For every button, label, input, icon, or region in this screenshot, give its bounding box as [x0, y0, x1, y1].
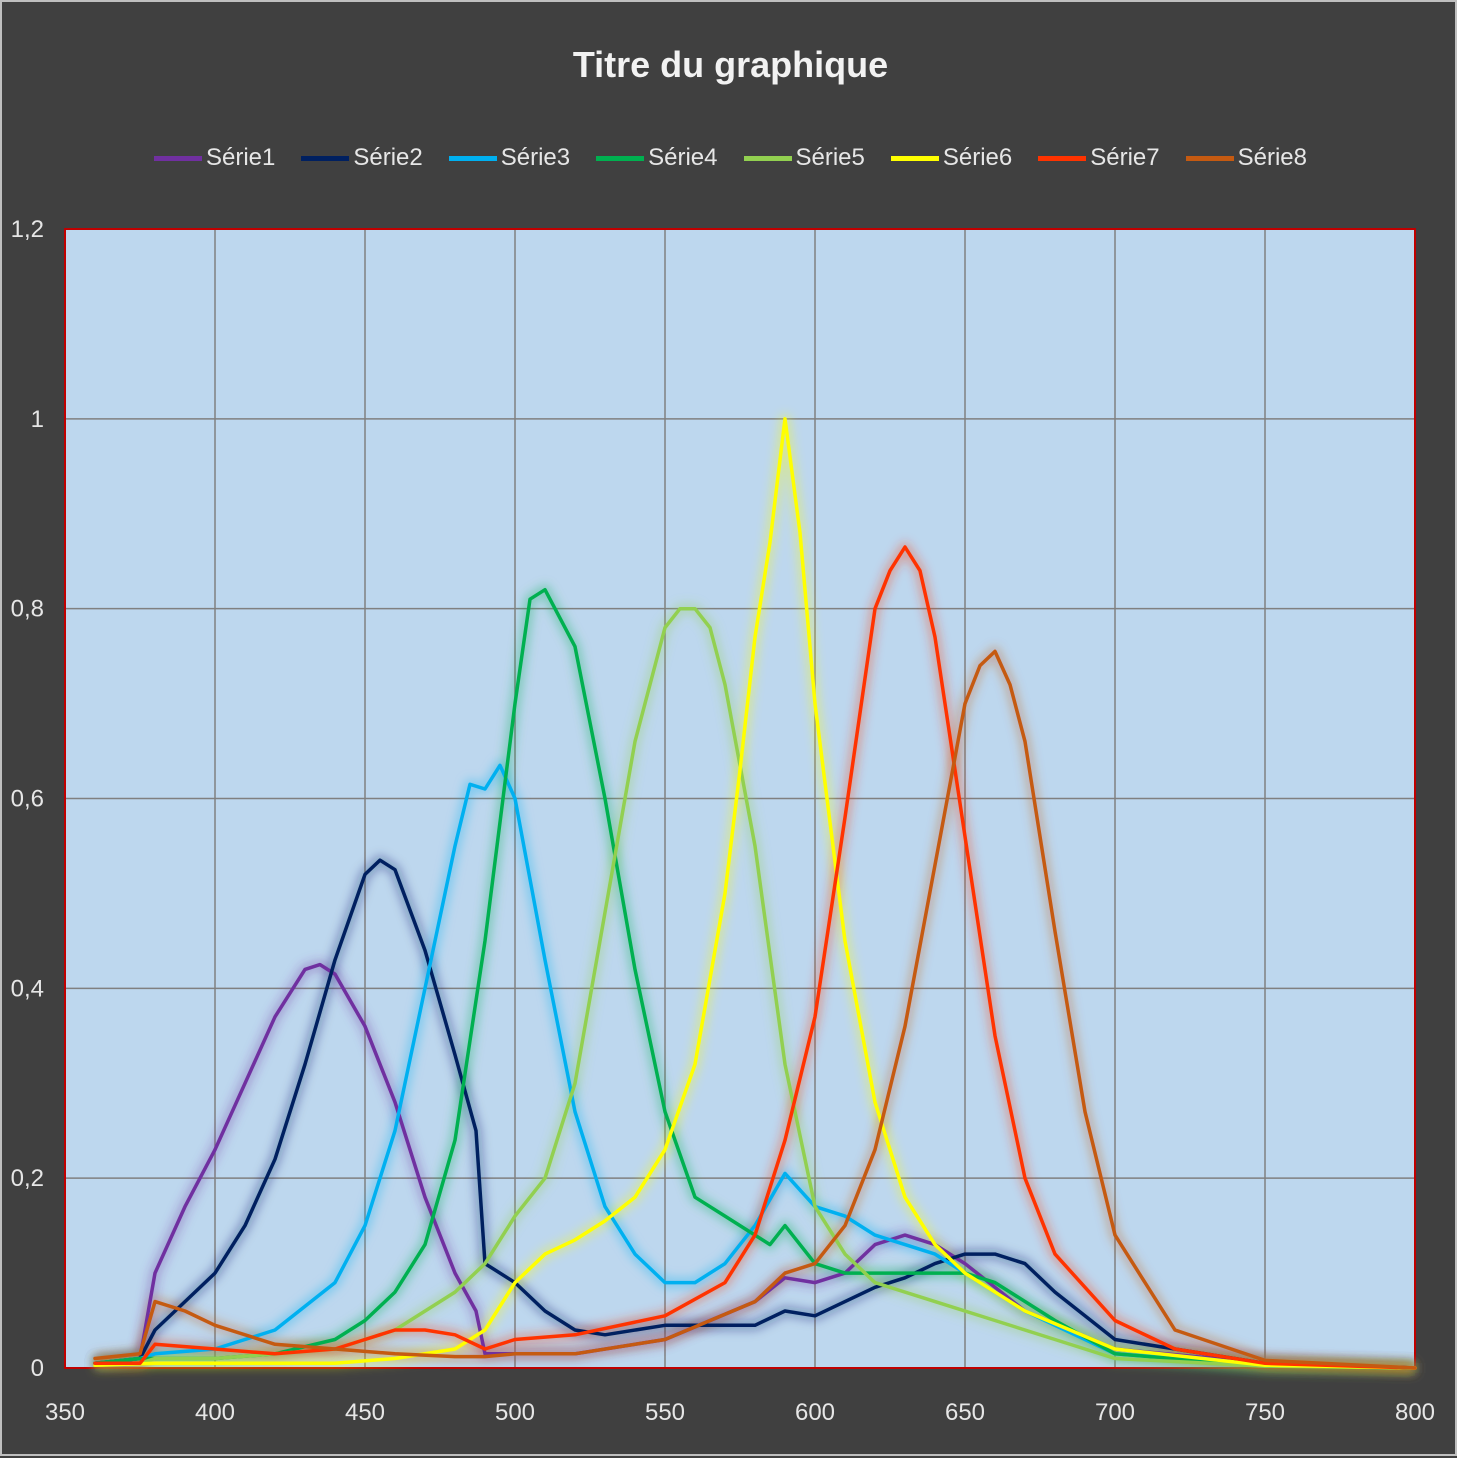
- legend-item: Série1: [154, 144, 275, 172]
- legend-label: Série4: [648, 144, 718, 171]
- legend-item: Série5: [743, 144, 865, 172]
- series-line-7: [93, 545, 1417, 1370]
- legend-item: Série8: [1185, 144, 1307, 172]
- legend-swatch: [1038, 155, 1087, 161]
- legend-item: Série7: [1038, 144, 1160, 172]
- legend-label: Série6: [942, 144, 1013, 171]
- y-tick-label: 0: [31, 1355, 44, 1382]
- y-tick-label: 0,4: [11, 975, 44, 1002]
- legend-swatch: [154, 155, 202, 161]
- x-tick-label: 500: [495, 1399, 535, 1426]
- legend-item: Série6: [890, 144, 1013, 172]
- legend-swatch: [890, 155, 939, 161]
- x-tick-label: 750: [1245, 1399, 1285, 1426]
- legend-swatch: [743, 155, 792, 161]
- series-line-3: [93, 763, 1417, 1370]
- y-tick-label: 0,2: [11, 1165, 44, 1192]
- legend-label: Série5: [795, 144, 865, 171]
- plot-border: [64, 228, 1416, 1369]
- legend-swatch: [596, 155, 645, 161]
- legend-label: Série1: [206, 144, 276, 171]
- legend-label: Série2: [353, 144, 423, 171]
- series-line-8: [93, 649, 1417, 1370]
- legend-swatch: [1185, 155, 1234, 161]
- y-tick-label: 0,6: [11, 786, 44, 813]
- x-tick-label: 700: [1095, 1399, 1135, 1426]
- x-tick-label: 450: [345, 1399, 385, 1426]
- legend: Série1 Série2 Série3 Série4 Série5 Série6 Séri…: [2, 138, 1457, 178]
- series-line-6: [93, 417, 1417, 1370]
- x-tick-label: 350: [45, 1399, 85, 1426]
- x-tick-label: 650: [945, 1399, 985, 1426]
- legend-item: Série2: [301, 144, 423, 172]
- series-line-4: [93, 587, 1417, 1370]
- legend-swatch: [301, 155, 350, 161]
- x-tick-label: 800: [1395, 1399, 1435, 1426]
- legend-label: Série8: [1237, 144, 1307, 171]
- legend-label: Série7: [1090, 144, 1160, 171]
- chart-title: Titre du graphique: [572, 44, 889, 85]
- y-tick-label: 1,2: [11, 216, 44, 243]
- legend-item: Série4: [596, 144, 718, 172]
- x-tick-label: 600: [795, 1399, 835, 1426]
- x-tick-label: 550: [645, 1399, 685, 1426]
- series-line-2: [93, 858, 1417, 1370]
- legend-label: Série3: [500, 144, 571, 171]
- x-tick-label: 400: [195, 1399, 235, 1426]
- y-tick-label: 0,8: [11, 596, 44, 623]
- legend-item: Série3: [448, 144, 571, 172]
- legend-swatch: [448, 155, 497, 161]
- y-tick-label: 1: [31, 406, 44, 433]
